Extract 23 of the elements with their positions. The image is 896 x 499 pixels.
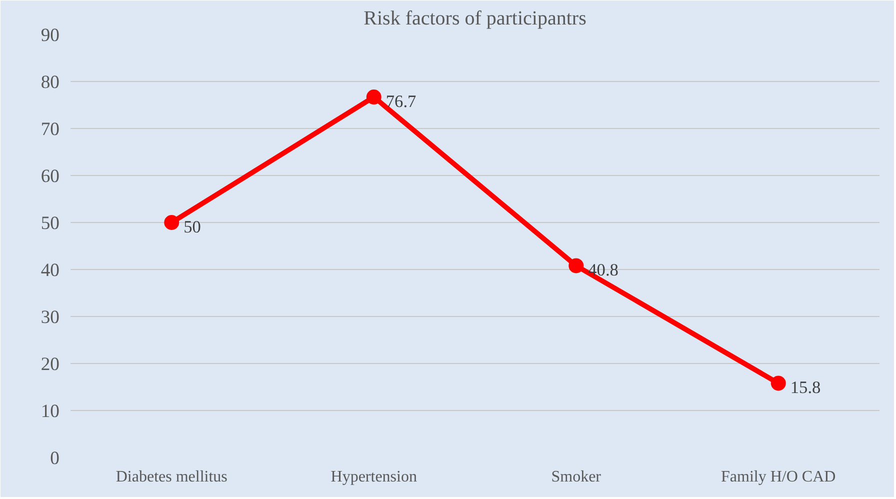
data-label: 76.7 [386, 92, 417, 112]
data-label: 50 [184, 218, 201, 236]
x-tick-label: Diabetes mellitus [116, 468, 228, 486]
y-tick-label: 50 [40, 213, 60, 234]
x-tick-label: Smoker [551, 468, 602, 486]
data-label: 15.8 [790, 378, 821, 398]
y-tick-label: 80 [40, 72, 60, 93]
y-tick-label: 20 [40, 354, 60, 375]
y-tick-label: 60 [40, 166, 60, 187]
chart-title: Risk factors of participantrs [364, 8, 587, 30]
data-label: 40.8 [588, 260, 618, 280]
point [770, 376, 786, 391]
y-tick-label: 0 [50, 448, 60, 469]
x-tick-label: Hypertension [330, 468, 417, 486]
y-tick-label: 40 [40, 260, 60, 281]
y-tick-label: 30 [40, 307, 60, 328]
point [164, 215, 180, 230]
point [568, 258, 584, 274]
y-tick-label: 90 [40, 25, 60, 46]
point [366, 90, 382, 104]
y-tick-label: 70 [40, 119, 60, 140]
x-tick-label: Family H/O CAD [721, 468, 836, 486]
y-tick-label: 10 [40, 401, 60, 422]
